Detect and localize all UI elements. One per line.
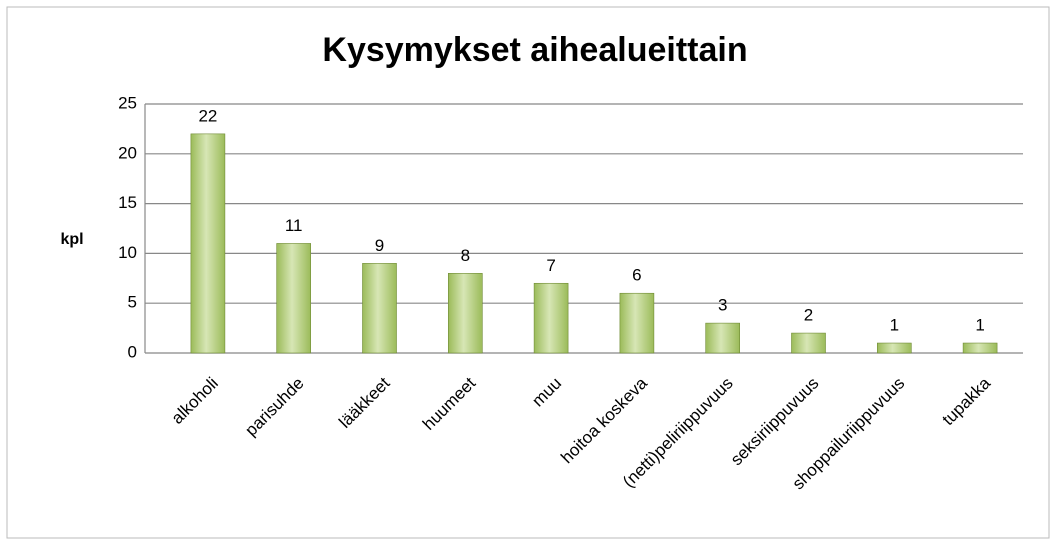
y-tick-label: 25	[118, 93, 137, 112]
bar	[362, 263, 397, 354]
y-tick-label: 20	[118, 143, 137, 162]
chart-border	[6, 6, 1050, 539]
y-tick-label: 15	[118, 193, 137, 212]
bar	[276, 243, 312, 354]
y-axis-label: kpl	[60, 231, 83, 248]
bar	[962, 342, 998, 354]
chart-title: Kysymykset aihealueittain	[322, 31, 747, 69]
bar	[791, 332, 826, 354]
bar	[705, 322, 741, 354]
bar	[190, 133, 226, 354]
y-tick-label: 0	[128, 342, 137, 361]
bar	[447, 273, 483, 354]
data-label: 9	[375, 236, 384, 255]
data-label: 22	[198, 106, 217, 125]
data-label: 1	[975, 316, 984, 335]
y-tick-label: 5	[128, 293, 137, 312]
data-label: 11	[285, 216, 303, 235]
bar	[533, 282, 569, 354]
y-tick-label: 10	[118, 243, 137, 262]
data-label: 3	[718, 296, 727, 315]
data-label: 1	[890, 316, 899, 335]
bar	[876, 342, 912, 354]
data-label: 6	[632, 266, 641, 285]
bar	[619, 292, 655, 354]
data-label: 8	[461, 246, 470, 265]
data-label: 2	[804, 306, 813, 325]
data-label: 7	[546, 256, 555, 275]
